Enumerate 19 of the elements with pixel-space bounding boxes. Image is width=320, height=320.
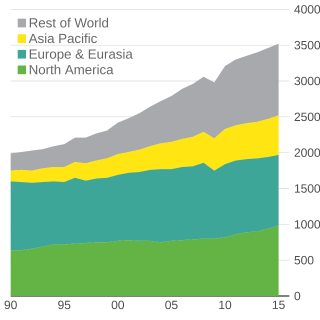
x-tick-label: 10 [219, 300, 232, 310]
legend-label: Rest of World [30, 18, 108, 28]
x-tick-label: 95 [58, 300, 70, 310]
x-tick-label: 90 [4, 300, 17, 310]
legend-label: Europe & Eurasia [30, 48, 133, 62]
y-tick-label: 3500 [294, 40, 320, 50]
y-tick-label: 2500 [294, 112, 320, 122]
x-tick-label: 15 [272, 300, 285, 310]
y-tick-label: 4000 [294, 5, 320, 14]
legend-label: North America [30, 64, 114, 74]
x-tick-label: 00 [112, 300, 124, 310]
y-tick-label: 1000 [294, 220, 320, 229]
y-tick-label: 500 [294, 256, 314, 264]
legend-label: Asia Pacific [28, 33, 97, 44]
y-tick-label: 1500 [294, 184, 320, 193]
y-tick-label: 0 [294, 292, 300, 300]
y-tick-label: 3000 [294, 76, 320, 86]
y-tick-label: 2000 [294, 148, 320, 157]
x-tick-label: 05 [165, 300, 178, 310]
